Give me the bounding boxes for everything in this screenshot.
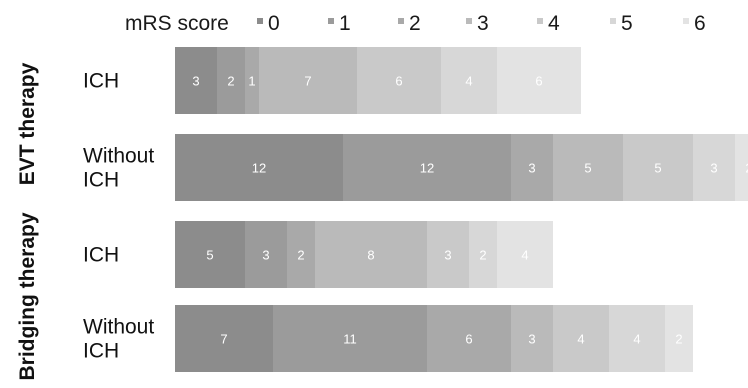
group-labels: EVT therapy Bridging therapy: [16, 62, 39, 380]
bar-segment-3-0: [175, 305, 273, 372]
data-label-0-6: 6: [535, 74, 542, 89]
legend-label-6: 6: [694, 12, 706, 35]
data-label-2-5: 2: [479, 248, 486, 263]
row-label-0-line-0: ICH: [83, 70, 119, 93]
row-label-3-line-0: Without: [83, 316, 154, 339]
data-label-1-5: 3: [710, 161, 717, 176]
bar-segment-1-6: [735, 134, 748, 201]
data-label-3-0: 7: [220, 332, 227, 347]
row-label-1-line-1: ICH: [83, 169, 119, 192]
legend-label-3: 3: [477, 12, 489, 35]
legend-label-5: 5: [621, 12, 633, 35]
data-label-1-0: 12: [252, 161, 266, 176]
bar-segment-0-0: [175, 47, 217, 114]
bar-segment-3-3: [511, 305, 553, 372]
legend-swatch-6: [683, 18, 689, 24]
legend: mRS score 0 1 2 3 4 5 6: [125, 12, 706, 35]
bars: 3217646121235532532832471163442: [175, 47, 748, 372]
legend-swatch-1: [328, 18, 334, 24]
bar-segment-1-2: [511, 134, 553, 201]
row-label-2-line-0: ICH: [83, 244, 119, 267]
bar-segment-0-4: [357, 47, 441, 114]
data-label-1-6: 2: [745, 161, 748, 176]
bar-segment-1-4: [623, 134, 693, 201]
bar-segment-2-4: [427, 221, 469, 288]
data-label-3-6: 2: [675, 332, 682, 347]
data-label-2-1: 3: [262, 248, 269, 263]
legend-swatch-5: [610, 18, 616, 24]
data-label-0-3: 7: [304, 74, 311, 89]
bar-segment-1-5: [693, 134, 735, 201]
data-label-0-2: 1: [248, 74, 255, 89]
data-label-0-1: 2: [227, 74, 234, 89]
bar-segment-3-6: [665, 305, 693, 372]
row-label-1-line-0: Without: [83, 145, 154, 168]
bar-segment-3-4: [553, 305, 609, 372]
bar-segment-3-2: [427, 305, 511, 372]
group-label-1: Bridging therapy: [16, 212, 39, 380]
bar-segment-0-1: [217, 47, 245, 114]
data-label-3-1: 11: [343, 332, 357, 347]
bar-segment-0-3: [259, 47, 357, 114]
bar-segment-0-2: [245, 47, 259, 114]
data-label-3-3: 3: [528, 332, 535, 347]
bar-row-1: 12 12 3 5 5 3 2: [175, 134, 748, 201]
bar-segment-1-1: [343, 134, 511, 201]
bar-segment-3-1: [273, 305, 427, 372]
legend-title: mRS score: [125, 12, 229, 35]
legend-swatch-3: [466, 18, 472, 24]
bar-row-3: 7 11 6 3 4 4 2: [175, 305, 693, 372]
data-label-3-4: 4: [577, 332, 584, 347]
legend-label-4: 4: [548, 12, 560, 35]
bar-row-2: 5 3 2 8 3 2 4: [175, 221, 553, 288]
legend-swatch-2: [398, 18, 404, 24]
data-label-0-5: 4: [465, 74, 472, 89]
data-label-2-3: 8: [367, 248, 374, 263]
bar-segment-2-6: [497, 221, 553, 288]
data-label-1-4: 5: [654, 161, 661, 176]
data-label-0-0: 3: [192, 74, 199, 89]
legend-swatch-4: [537, 18, 543, 24]
row-label-3-line-1: ICH: [83, 340, 119, 363]
legend-label-1: 1: [339, 12, 351, 35]
data-label-1-2: 3: [528, 161, 535, 176]
data-label-2-2: 2: [297, 248, 304, 263]
legend-label-0: 0: [268, 12, 280, 35]
data-label-0-4: 6: [395, 74, 402, 89]
data-label-2-6: 4: [521, 248, 528, 263]
bar-segment-2-2: [287, 221, 315, 288]
bar-segment-1-0: [175, 134, 343, 201]
data-label-1-1: 12: [420, 161, 434, 176]
bar-segment-0-6: [497, 47, 581, 114]
bar-segment-0-5: [441, 47, 497, 114]
bar-segment-2-5: [469, 221, 497, 288]
legend-swatch-0: [257, 18, 263, 24]
data-label-2-0: 5: [206, 248, 213, 263]
bar-segment-1-3: [553, 134, 623, 201]
legend-label-2: 2: [409, 12, 421, 35]
data-label-1-3: 5: [584, 161, 591, 176]
data-label-3-5: 4: [633, 332, 640, 347]
bar-segment-3-5: [609, 305, 665, 372]
data-label-2-4: 3: [444, 248, 451, 263]
data-label-3-2: 6: [465, 332, 472, 347]
bar-segment-2-1: [245, 221, 287, 288]
group-label-0: EVT therapy: [16, 62, 39, 185]
bar-segment-2-3: [315, 221, 427, 288]
bar-segment-2-0: [175, 221, 245, 288]
